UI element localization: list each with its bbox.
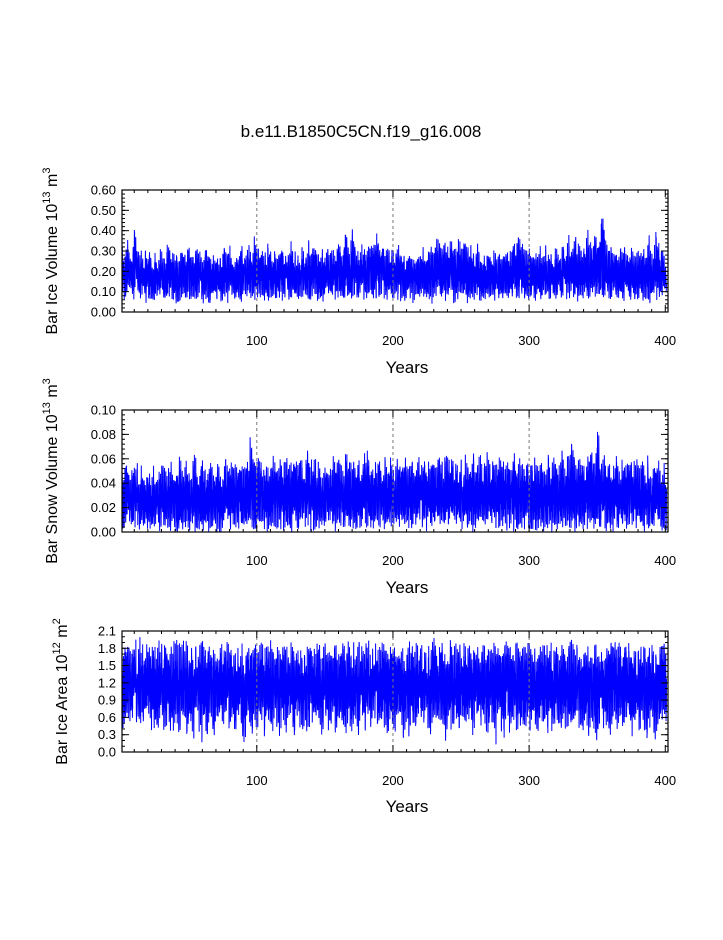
y-tick-label: 0.02 <box>91 500 116 515</box>
y-tick-label: 0.06 <box>91 451 116 466</box>
chart-panel-1: 100 200 300 400 0.00 0.10 0.20 0.30 0.40 0.50 0.60… <box>41 168 676 377</box>
y-tick-label: 0.0 <box>98 745 116 760</box>
figure-title: b.e11.B1850C5CN.f19_g16.008 <box>241 122 482 141</box>
y-tick-label: 0.00 <box>91 305 116 320</box>
y-tick-label: 0.50 <box>91 203 116 218</box>
y-tick-label: 0.60 <box>91 183 116 198</box>
chart-panel-2: 100 200 300 400 0.00 0.02 0.04 0.06 0.08 0.10 Year… <box>41 378 676 597</box>
y-tick-label: 0.6 <box>98 710 116 725</box>
series-line-1 <box>121 218 668 304</box>
x-tick-label: 200 <box>382 773 404 788</box>
series-line-1 <box>121 431 668 532</box>
plot-frame <box>121 409 669 533</box>
y-tick-label: 0.00 <box>91 525 116 540</box>
y-tick-label: 0.9 <box>98 693 116 708</box>
x-axis-label: Years <box>386 358 429 377</box>
y-axis-label: Bar Snow Volume 1013 m3 <box>41 378 61 564</box>
y-tick-label: 0.20 <box>91 264 116 279</box>
y-axis-label: Bar Ice Area 1012 m2 <box>51 618 71 764</box>
y-tick-label: 0.10 <box>91 284 116 299</box>
x-tick-label: 100 <box>246 553 268 568</box>
x-tick-label: 400 <box>654 773 676 788</box>
y-tick-label: 0.3 <box>98 727 116 742</box>
y-axis-label: Bar Ice Volume 1013 m3 <box>41 168 61 335</box>
x-axis-label: Years <box>386 797 429 816</box>
y-tick-label: 2.1 <box>98 624 116 639</box>
y-tick-label: 1.5 <box>98 658 116 673</box>
plot-frame <box>121 630 669 753</box>
x-tick-label: 200 <box>382 553 404 568</box>
x-tick-label: 400 <box>654 553 676 568</box>
y-tick-label: 1.2 <box>98 675 116 690</box>
x-tick-label: 100 <box>246 773 268 788</box>
y-tick-label: 0.30 <box>91 244 116 259</box>
x-tick-label: 100 <box>246 333 268 348</box>
y-tick-label: 0.10 <box>91 403 116 418</box>
x-axis-label: Years <box>386 578 429 597</box>
y-tick-label: 0.08 <box>91 427 116 442</box>
x-tick-label: 300 <box>518 553 540 568</box>
chart-panel-3: 100 200 300 400 0.0 0.3 0.6 0.9 1.2 1.5 1.8 2.1 Year… <box>51 618 676 816</box>
series-line-1 <box>121 637 668 745</box>
x-tick-label: 300 <box>518 773 540 788</box>
y-tick-label: 0.04 <box>91 476 116 491</box>
x-tick-label: 400 <box>654 333 676 348</box>
y-tick-label: 1.8 <box>98 641 116 656</box>
x-tick-label: 200 <box>382 333 404 348</box>
x-tick-label: 300 <box>518 333 540 348</box>
y-tick-label: 0.40 <box>91 223 116 238</box>
